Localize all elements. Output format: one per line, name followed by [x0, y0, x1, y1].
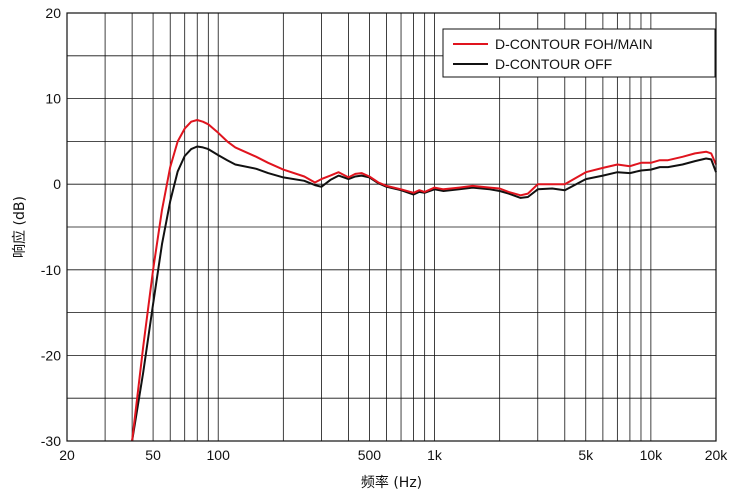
legend-label: D-CONTOUR FOH/MAIN: [495, 36, 653, 52]
x-tick-label: 100: [207, 447, 231, 463]
y-tick-label: 20: [45, 5, 61, 21]
y-tick-label: -30: [41, 433, 61, 449]
x-tick-label: 20k: [705, 447, 729, 463]
x-tick-label: 10k: [640, 447, 664, 463]
legend: D-CONTOUR FOH/MAIN D-CONTOUR OFF: [442, 28, 716, 78]
y-axis-title: 响应 (dB): [11, 196, 28, 258]
series-lines: [131, 119, 717, 442]
x-tick-label: 500: [358, 447, 382, 463]
grid: [67, 13, 716, 441]
x-tick-label: 50: [145, 447, 161, 463]
y-tick-labels: 20 10 0 -10 -20 -30: [41, 5, 61, 449]
y-tick-label: -10: [41, 262, 61, 278]
legend-box: [442, 28, 716, 78]
plot-frame: [66, 12, 717, 442]
x-tick-labels: 20 50 100 500 1k 5k 10k 20k: [59, 447, 728, 463]
x-tick-label: 20: [59, 447, 75, 463]
x-tick-label: 5k: [578, 447, 594, 463]
y-tick-label: 10: [45, 91, 61, 107]
x-axis-title: 频率 (Hz): [361, 474, 422, 491]
series-line: [131, 119, 717, 442]
y-tick-label: 0: [53, 176, 61, 192]
x-tick-label: 1k: [427, 447, 443, 463]
y-tick-label: -20: [41, 347, 61, 363]
legend-label: D-CONTOUR OFF: [495, 56, 612, 72]
